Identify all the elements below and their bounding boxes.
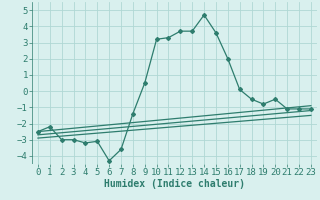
- X-axis label: Humidex (Indice chaleur): Humidex (Indice chaleur): [104, 179, 245, 189]
